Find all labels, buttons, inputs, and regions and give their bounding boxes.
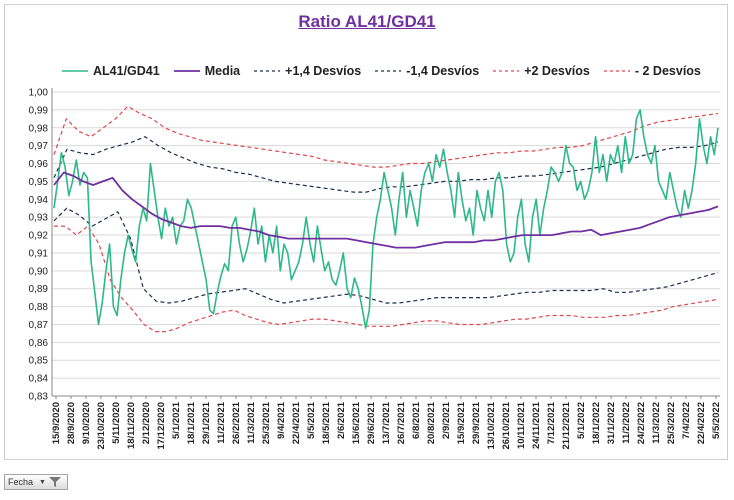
x-tick-label: 15/9/2021 (456, 401, 467, 444)
y-tick-label: 0,94 (29, 195, 49, 206)
x-tick-label: 25/3/2021 (261, 401, 272, 444)
x-tick-label: 13/10/2021 (486, 401, 497, 449)
x-tick-label: 20/8/2021 (426, 401, 437, 444)
series-line--2-desv-os (53, 105, 719, 168)
x-tick-label: 7/4/2022 (681, 402, 692, 439)
series-line--1-4-desv-os (53, 136, 719, 193)
x-tick-label: 2/9/2021 (441, 401, 452, 439)
x-tick-label: 25/3/2022 (666, 402, 677, 444)
x-tick-label: 22/4/2021 (291, 401, 302, 444)
fecha-filter-button[interactable]: Fecha ▼ (4, 474, 68, 490)
x-tick-label: 24/11/2021 (531, 401, 542, 449)
x-tick-label: 10/11/2021 (516, 401, 527, 449)
x-tick-label: 29/6/2021 (366, 401, 377, 444)
legend-item-plus-1-4: +1,4 Desvíos (254, 64, 361, 78)
legend-item-al41-gd41: AL41/GD41 (62, 64, 160, 78)
x-tick-label: 18/1/2022 (591, 402, 602, 444)
x-tick-label: 5/1/2022 (576, 402, 587, 439)
x-tick-label: 29/9/2021 (471, 401, 482, 444)
chart-frame (4, 4, 728, 460)
x-tick-label: 5/11/2020 (111, 402, 122, 444)
y-tick-label: 0,92 (29, 231, 49, 242)
x-tick-label: 29/1/2021 (201, 401, 212, 444)
y-tick-label: 0,99 (29, 105, 49, 116)
chart-title: Ratio AL41/GD41 (298, 12, 436, 31)
x-tick-label: 21/12/2021 (561, 401, 572, 449)
x-tick-label: 24/2/2022 (636, 402, 647, 444)
x-tick-label: 9/10/2020 (81, 402, 92, 444)
legend-label: -1,4 Desvíos (406, 64, 480, 78)
x-tick-label: 18/11/2020 (126, 402, 137, 449)
x-tick-label: 6/8/2021 (411, 401, 422, 439)
x-tick-label: 9/4/2021 (276, 401, 287, 439)
series-line--1-4-desv-os (53, 207, 719, 304)
legend-label: AL41/GD41 (93, 64, 160, 78)
x-tick-label: 15/6/2021 (351, 401, 362, 444)
y-tick-label: 0,91 (29, 248, 49, 259)
x-tick-label: 11/2/2021 (216, 401, 227, 443)
x-tick-label: 26/10/2021 (501, 401, 512, 449)
y-tick-label: 0,95 (29, 177, 49, 188)
y-tick-label: 0,86 (29, 338, 49, 349)
y-tick-label: 0,90 (29, 266, 49, 277)
funnel-icon (48, 477, 61, 487)
legend-item-minus-2: - 2 Desvíos (603, 64, 701, 78)
x-tick-label: 2/12/2020 (141, 402, 152, 444)
legend-label: Media (204, 64, 241, 78)
x-tick-label: 26/7/2021 (396, 401, 407, 444)
x-tick-label: 18/5/2021 (321, 401, 332, 444)
legend-label: - 2 Desvíos (634, 64, 701, 78)
legend-item-plus-2: +2 Desvíos (493, 64, 590, 78)
legend-item-minus-1-4: -1,4 Desvíos (375, 64, 479, 78)
x-tick-label: 11/3/2022 (651, 402, 662, 444)
x-tick-label: 17/12/2020 (156, 402, 167, 450)
series-line--2-desv-os (54, 225, 719, 333)
x-tick-label: 31/1/2022 (606, 402, 617, 444)
series-line-media (53, 171, 719, 249)
y-tick-label: 0,83 (29, 392, 49, 403)
x-tick-label: 7/12/2021 (546, 401, 557, 444)
x-tick-label: 28/9/2020 (66, 402, 77, 444)
y-tick-label: 0,89 (29, 284, 49, 295)
x-tick-label: 5/5/2022 (711, 402, 722, 439)
filter-label: Fecha (8, 477, 34, 487)
x-tick-label: 13/7/2021 (381, 401, 392, 444)
x-tick-label: 22/4/2022 (696, 402, 707, 444)
y-tick-label: 0,84 (29, 374, 49, 385)
x-tick-label: 26/2/2021 (231, 401, 242, 444)
legend-label: +2 Desvíos (524, 64, 590, 78)
y-tick-label: 0,98 (29, 123, 49, 134)
legend-item-media: Media (173, 64, 241, 78)
x-tick-label: 15/9/2020 (51, 402, 62, 444)
legend-label: +1,4 Desvíos (285, 64, 362, 78)
y-tick-label: 0,85 (29, 356, 49, 367)
y-tick-label: 0,87 (29, 320, 49, 331)
x-tick-label: 5/5/2021 (306, 401, 317, 439)
x-tick-label: 5/1/2021 (171, 401, 182, 439)
x-tick-label: 11/2/2022 (621, 402, 632, 444)
y-tick-label: 0,93 (29, 213, 49, 224)
legend: AL41/GD41 Media +1,4 Desvíos -1,4 Desvío… (62, 62, 715, 80)
y-tick-label: 0,96 (29, 159, 49, 170)
y-tick-label: 1,00 (29, 88, 49, 99)
x-tick-label: 2/6/2021 (336, 401, 347, 439)
series-line-al41-gd41 (53, 109, 719, 329)
plot-area: 1,00 0,99 0,98 0,97 0,96 0,95 0,94 0,93 0,92 0,91… (29, 88, 722, 450)
dropdown-arrow-icon: ▼ (39, 478, 46, 486)
x-tick-label: 23/10/2020 (96, 402, 107, 450)
y-tick-label: 0,88 (29, 302, 49, 313)
x-tick-label: 11/3/2021 (246, 401, 257, 443)
x-tick-label: 18/1/2021 (186, 401, 197, 444)
y-tick-label: 0,97 (29, 141, 49, 152)
